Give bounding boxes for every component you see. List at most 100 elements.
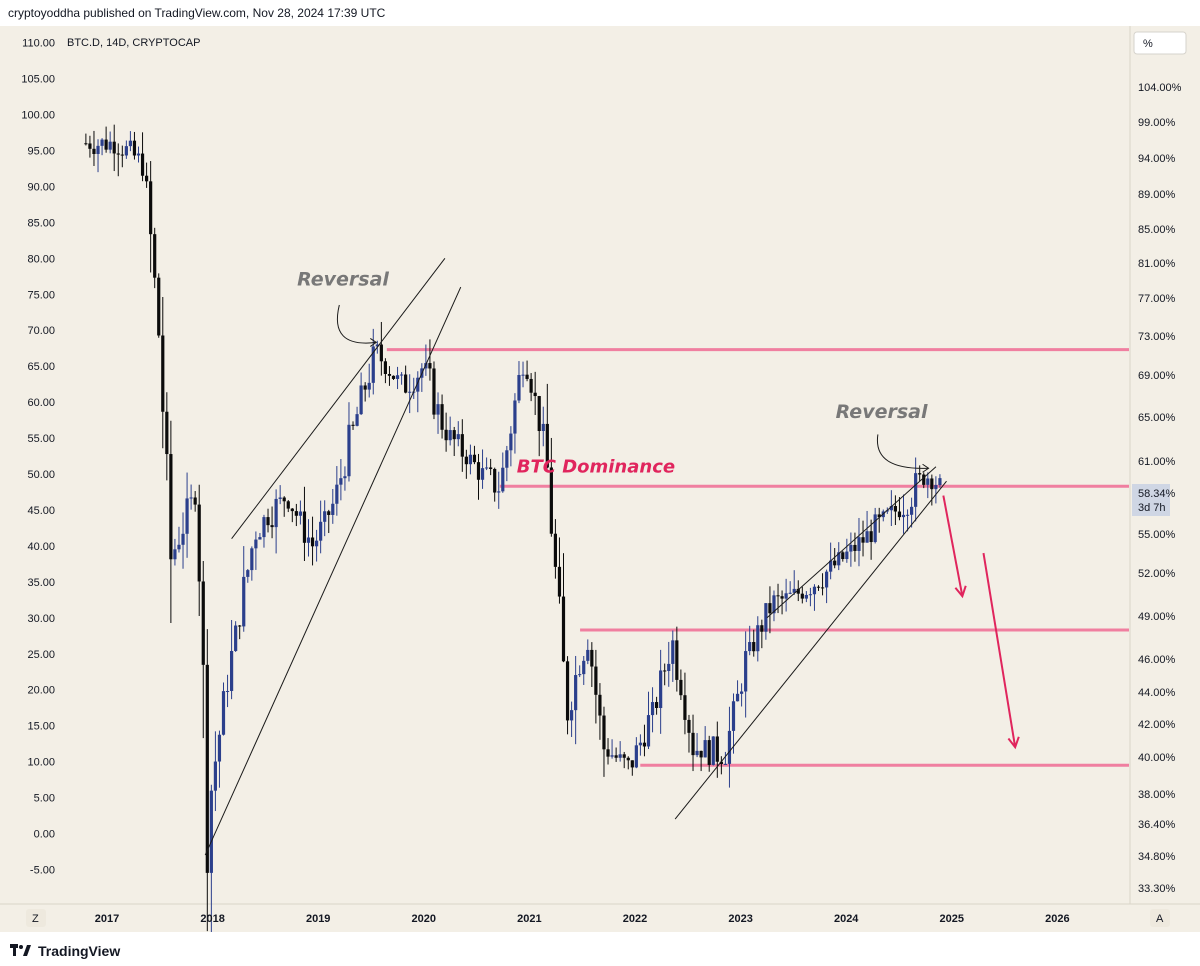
down-arrow[interactable] xyxy=(982,552,1017,748)
candle-body xyxy=(310,537,315,547)
right-axis-panel[interactable] xyxy=(1130,26,1200,904)
auto-scale-button[interactable]: A xyxy=(1150,909,1170,927)
y-tick-label: 105.00 xyxy=(21,74,55,86)
candle-body xyxy=(529,378,533,393)
percent-toggle-label[interactable]: % xyxy=(1143,38,1153,50)
candle-body xyxy=(165,411,169,455)
candle-body xyxy=(306,537,311,543)
y-tick-label: 35.00 xyxy=(27,577,55,589)
curved-arrow[interactable] xyxy=(336,304,377,344)
zoom-button-label[interactable]: Z xyxy=(32,913,39,925)
annotations[interactable]: Reversal Reversal BTC Dominance xyxy=(297,269,928,478)
trendline[interactable] xyxy=(674,480,947,820)
candle-body xyxy=(723,763,728,765)
candle-body xyxy=(877,514,881,518)
arrows[interactable] xyxy=(336,304,1020,750)
x-tick-label: 2017 xyxy=(95,913,119,925)
symbol-title: BTC.D, 14D, CRYPTOCAP xyxy=(67,37,200,49)
y-right-tick-label: 89.00% xyxy=(1138,189,1176,201)
trendline[interactable] xyxy=(204,286,462,856)
candle-body xyxy=(735,693,740,702)
bar-countdown: 3d 7h xyxy=(1138,502,1166,514)
candle-body xyxy=(100,139,104,146)
candle-body xyxy=(177,544,181,550)
candle-body xyxy=(209,790,213,873)
candle-body xyxy=(448,430,452,441)
horizontal-levels[interactable] xyxy=(386,348,1129,767)
current-value: 58.34% xyxy=(1138,488,1176,500)
candle-body xyxy=(181,533,185,545)
reversal-label[interactable]: Reversal xyxy=(836,401,928,423)
candle-body xyxy=(484,467,489,469)
candle-body xyxy=(659,670,663,708)
curved-arrow[interactable] xyxy=(876,434,929,469)
candle-body xyxy=(436,404,440,415)
left-axis-panel xyxy=(0,26,60,904)
y-right-tick-label: 42.00% xyxy=(1138,719,1176,731)
down-arrow[interactable] xyxy=(942,495,964,597)
candle-body xyxy=(217,734,222,762)
candle-body xyxy=(343,476,347,479)
arrow-head xyxy=(370,338,378,347)
candle-body xyxy=(788,592,792,594)
candle-body xyxy=(440,404,444,430)
candle-body xyxy=(464,456,468,465)
candle-body xyxy=(197,504,201,582)
candle-body xyxy=(112,141,116,154)
btc-dominance-label[interactable]: BTC Dominance xyxy=(517,457,675,478)
candle-body xyxy=(335,484,339,504)
candle-body xyxy=(331,503,335,515)
y-right-tick-label: 34.80% xyxy=(1138,851,1176,863)
candle-body xyxy=(213,761,218,791)
candle-body xyxy=(517,374,521,401)
candle-body xyxy=(618,754,622,758)
candle-body xyxy=(663,670,667,672)
candle-body xyxy=(865,531,869,543)
candle-body xyxy=(638,742,643,746)
y-tick-label: 20.00 xyxy=(27,685,55,697)
time-axis-panel[interactable] xyxy=(0,905,1200,932)
y-right-tick-label: 38.00% xyxy=(1138,789,1176,801)
reversal-label[interactable]: Reversal xyxy=(297,269,389,291)
candle-body xyxy=(760,625,764,632)
auto-button-label[interactable]: A xyxy=(1156,913,1164,925)
y-right-tick-label: 36.40% xyxy=(1138,819,1176,831)
candle-body xyxy=(509,433,513,451)
tradingview-logo-icon xyxy=(10,944,31,956)
trendline[interactable] xyxy=(766,466,937,619)
candle-body xyxy=(513,400,517,434)
y-right-tick-label: 52.00% xyxy=(1138,568,1176,580)
candle-body xyxy=(456,434,460,440)
x-tick-label: 2023 xyxy=(728,913,752,925)
chart[interactable]: Reversal Reversal BTC Dominance -5.00 0.00 5… xyxy=(0,26,1200,932)
y-tick-label: 25.00 xyxy=(27,649,55,661)
candle-body xyxy=(614,755,618,758)
x-tick-label: 2024 xyxy=(834,913,859,925)
candle-body xyxy=(432,368,436,415)
percent-toggle-box[interactable] xyxy=(1133,31,1187,55)
candle-body xyxy=(808,594,813,596)
x-tick-label: 2020 xyxy=(412,913,436,925)
candle-body xyxy=(598,694,602,716)
y-tick-label: 30.00 xyxy=(27,613,55,625)
zoom-button[interactable]: Z xyxy=(26,909,46,927)
candle-body xyxy=(901,514,906,518)
candle-body xyxy=(266,517,270,526)
candle-body xyxy=(375,344,379,347)
y-right-tick-label: 61.00% xyxy=(1138,456,1176,468)
candle-body xyxy=(298,511,303,516)
candle-body xyxy=(169,454,173,560)
trendlines[interactable] xyxy=(204,257,947,856)
trendline[interactable] xyxy=(231,257,446,540)
percent-toggle-button[interactable]: % xyxy=(1133,31,1187,55)
auto-button-box[interactable] xyxy=(1150,909,1170,927)
candle-body xyxy=(136,153,141,156)
zoom-button-box[interactable] xyxy=(26,909,46,927)
candle-body xyxy=(314,540,319,547)
y-tick-label: 100.00 xyxy=(21,110,55,122)
candle-body xyxy=(691,732,695,756)
candle-body xyxy=(804,594,808,599)
y-right-tick-label: 55.00% xyxy=(1138,529,1176,541)
candle-body xyxy=(444,429,448,441)
candle-body xyxy=(404,374,408,393)
